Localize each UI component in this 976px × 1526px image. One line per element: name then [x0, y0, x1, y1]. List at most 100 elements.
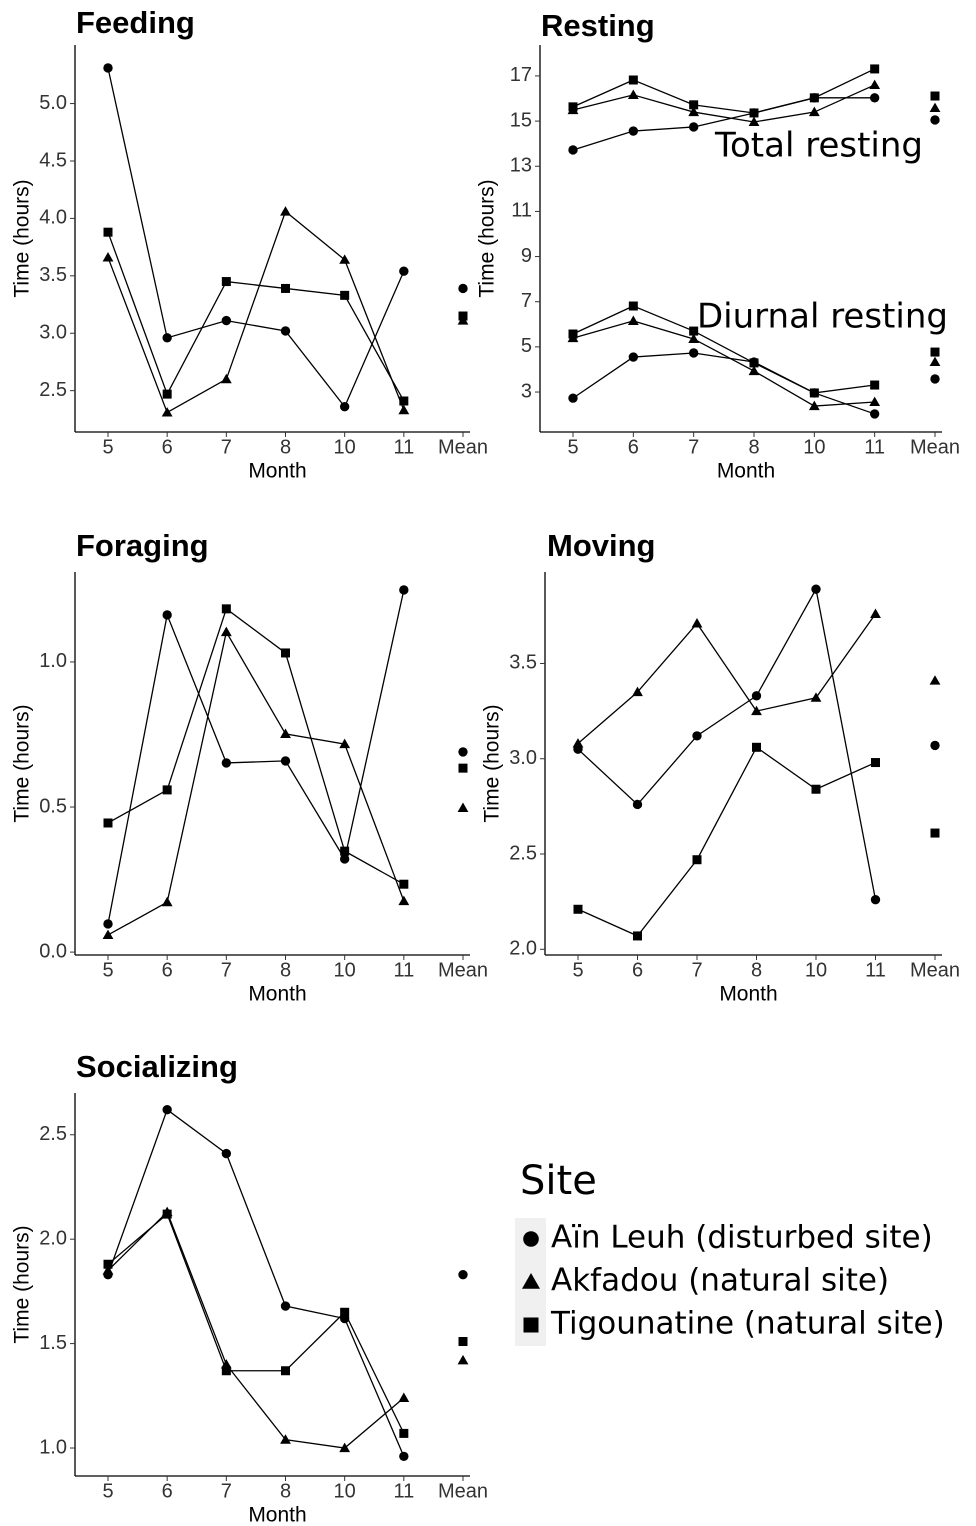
y-tick-label: 5: [521, 335, 532, 357]
y-tick-label: 3.0: [39, 322, 67, 344]
point: [398, 1392, 410, 1402]
x-tick-label: 6: [162, 436, 173, 458]
x-tick-label: 7: [221, 1480, 232, 1502]
y-axis-label: Time (hours): [11, 704, 34, 822]
y-tick-label: 2.5: [509, 842, 537, 864]
x-tick-label: Mean: [910, 959, 960, 981]
point: [280, 1434, 291, 1444]
y-tick-label: 4.5: [39, 149, 67, 171]
point: [809, 388, 819, 398]
x-tick-label: 5: [102, 436, 113, 458]
y-tick-label: 3.0: [509, 747, 537, 769]
point: [340, 846, 350, 856]
point: [748, 116, 760, 127]
legend-marker: [522, 1273, 540, 1289]
x-tick-label: 6: [162, 959, 173, 981]
point: [869, 409, 880, 419]
point: [102, 929, 114, 940]
point: [220, 1359, 232, 1369]
x-tick-label: 8: [280, 436, 291, 458]
point: [869, 93, 880, 103]
series-line: [572, 97, 875, 151]
point: [870, 64, 880, 74]
series-line: [577, 746, 876, 937]
point: [340, 290, 350, 300]
series-line: [107, 1210, 405, 1449]
mean-point: [930, 374, 940, 384]
point: [221, 315, 232, 326]
x-tick-label: 7: [688, 436, 699, 458]
point: [869, 396, 881, 407]
point: [399, 879, 409, 889]
point: [340, 1307, 350, 1317]
legend-marker: [523, 1317, 539, 1333]
point: [221, 758, 232, 768]
chart-title: Moving: [547, 528, 656, 563]
point: [689, 100, 699, 110]
x-tick-label: 8: [751, 959, 762, 981]
legend-label: Akfadou (natural site): [551, 1263, 889, 1299]
y-tick-label: 3: [521, 380, 532, 402]
point: [221, 604, 231, 614]
legend-title: Site: [520, 1158, 597, 1204]
series-line: [572, 84, 875, 123]
point: [749, 108, 759, 118]
y-axis-label: Time (hours): [11, 179, 34, 297]
y-tick-label: 11: [511, 200, 532, 222]
x-tick-label: 10: [334, 1480, 356, 1502]
point: [339, 402, 350, 412]
point: [221, 277, 231, 287]
y-tick-label: 1.5: [39, 1332, 67, 1354]
point: [628, 75, 638, 85]
mean-point: [930, 91, 940, 101]
mean-point: [458, 1270, 468, 1280]
x-tick-label: 11: [865, 959, 886, 981]
point: [689, 326, 699, 336]
mean-point: [930, 740, 940, 751]
point: [870, 380, 880, 390]
y-tick-label: 2.0: [39, 1227, 67, 1249]
mean-point: [457, 1354, 469, 1365]
y-tick-label: 4.0: [39, 207, 67, 229]
point: [103, 1259, 113, 1269]
x-axis-label: Month: [248, 460, 306, 483]
point: [339, 254, 351, 264]
y-tick-label: 3.5: [39, 264, 67, 286]
x-axis-label: Month: [717, 460, 775, 483]
series-line: [107, 231, 405, 402]
point: [692, 855, 702, 865]
point: [162, 333, 172, 343]
point: [809, 93, 819, 103]
point: [691, 618, 703, 628]
chart-title: Socializing: [76, 1049, 238, 1084]
x-tick-label: 6: [162, 1480, 173, 1502]
point: [161, 896, 173, 907]
y-tick-label: 2.0: [509, 938, 537, 960]
y-tick-label: 17: [510, 64, 532, 86]
x-tick-label: 5: [102, 1480, 113, 1502]
x-tick-label: 8: [280, 1480, 291, 1502]
point: [811, 784, 821, 794]
point: [808, 400, 820, 411]
mean-point: [458, 311, 468, 321]
series-line: [572, 305, 875, 394]
point: [280, 728, 291, 738]
point: [568, 393, 578, 403]
point: [632, 799, 643, 810]
x-tick-label: 11: [393, 436, 414, 458]
x-tick-label: 5: [572, 959, 583, 981]
x-axis-label: Month: [719, 983, 777, 1006]
y-axis-label: Time (hours): [11, 1225, 34, 1343]
point: [751, 705, 762, 716]
x-tick-label: 10: [805, 959, 827, 981]
x-tick-label: 7: [221, 436, 232, 458]
point: [870, 608, 881, 618]
point: [628, 352, 639, 362]
point: [281, 1366, 290, 1376]
y-tick-label: 0.5: [39, 795, 67, 817]
x-tick-label: Mean: [438, 1480, 488, 1502]
point: [339, 854, 350, 864]
point: [752, 742, 761, 752]
